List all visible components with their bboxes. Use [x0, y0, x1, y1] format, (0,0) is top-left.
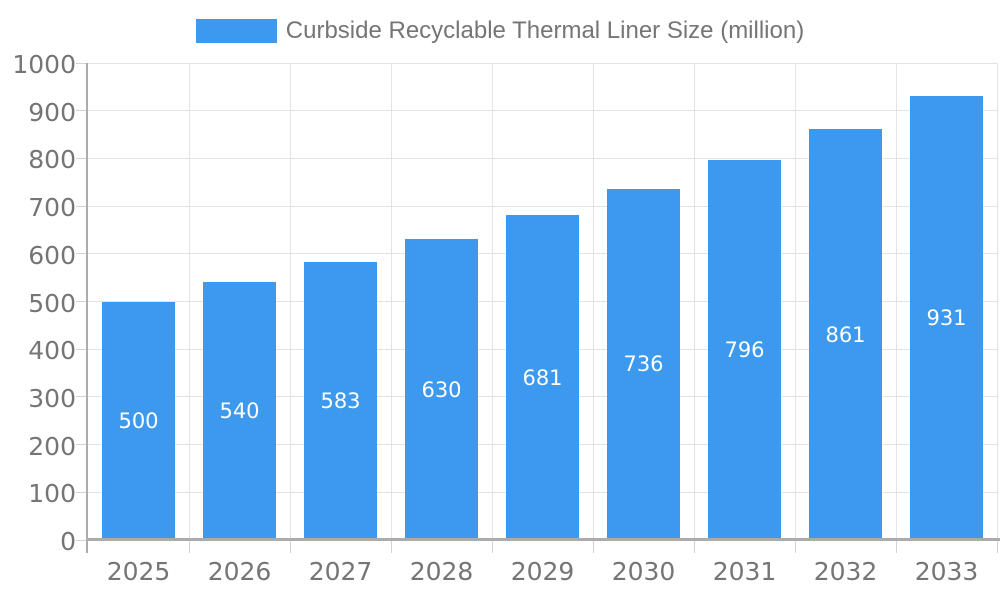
y-axis-label: 800 [28, 145, 76, 175]
v-gridline [491, 63, 493, 540]
bar-2026[interactable] [203, 282, 276, 540]
x-tick [390, 540, 392, 553]
h-gridline [88, 62, 997, 64]
x-axis-line [88, 538, 1000, 541]
x-tick [794, 540, 796, 553]
y-axis-label: 700 [28, 193, 76, 223]
bar-2031[interactable] [708, 160, 781, 540]
bar-2027[interactable] [304, 261, 377, 540]
bar-2028[interactable] [405, 239, 478, 540]
bar-value-label: 540 [219, 399, 260, 424]
y-tick [76, 253, 88, 255]
y-tick [76, 491, 88, 493]
bar-value-label: 681 [522, 365, 563, 390]
v-gridline [895, 63, 897, 540]
bar-value-label: 630 [421, 377, 462, 402]
y-tick [76, 205, 88, 207]
bar-value-label: 500 [118, 408, 159, 433]
v-gridline [794, 63, 796, 540]
y-tick [76, 301, 88, 302]
x-axis-label: 2033 [914, 557, 979, 586]
y-axis-label: 300 [28, 383, 76, 413]
v-gridline [289, 63, 291, 540]
bar-value-label: 736 [623, 352, 664, 377]
bar-value-label: 861 [825, 322, 866, 347]
bar-value-label: 931 [926, 305, 967, 330]
x-axis-label: 2029 [510, 557, 575, 586]
x-tick [592, 540, 594, 553]
x-axis-label: 2028 [409, 557, 474, 586]
y-axis-label: 600 [28, 240, 76, 270]
y-axis-label: 100 [28, 479, 76, 509]
x-tick [491, 540, 493, 553]
y-tick [76, 444, 88, 446]
legend-swatch [195, 19, 277, 43]
y-axis-line [86, 63, 88, 553]
h-gridline [88, 110, 997, 112]
x-tick [289, 540, 291, 553]
legend: Curbside Recyclable Thermal Liner Size (… [0, 17, 1000, 44]
x-tick [996, 540, 998, 553]
y-axis-label: 0 [60, 527, 76, 556]
x-axis-label: 2025 [106, 557, 171, 586]
y-tick [76, 348, 88, 350]
bar-2029[interactable] [506, 215, 579, 540]
x-tick [895, 540, 897, 553]
y-tick [76, 110, 88, 112]
bar-2030[interactable] [607, 188, 680, 540]
bar-2032[interactable] [809, 129, 882, 540]
y-tick [76, 539, 88, 541]
x-axis-label: 2032 [813, 557, 878, 586]
y-axis-label: 500 [28, 288, 76, 318]
x-tick [693, 540, 695, 553]
y-axis-label: 1000 [12, 50, 76, 79]
legend-title: Curbside Recyclable Thermal Liner Size (… [285, 17, 805, 44]
y-tick [76, 396, 88, 398]
y-tick [76, 62, 88, 64]
bar-2025[interactable] [102, 301, 175, 540]
y-tick [76, 157, 88, 159]
h-gridline [88, 205, 997, 207]
y-axis-label: 900 [28, 97, 76, 127]
bar-value-label: 796 [724, 338, 765, 363]
h-gridline [88, 157, 997, 159]
x-tick [188, 540, 190, 553]
x-axis-label: 2031 [712, 557, 777, 586]
x-axis-label: 2026 [207, 557, 272, 586]
bar-2033[interactable] [910, 95, 983, 540]
x-axis-label: 2030 [611, 557, 676, 586]
v-gridline [390, 63, 392, 540]
x-axis-label: 2027 [308, 557, 373, 586]
v-gridline [592, 63, 594, 540]
v-gridline [188, 63, 190, 540]
v-gridline [996, 63, 998, 540]
v-gridline [693, 63, 695, 540]
y-axis-label: 200 [28, 431, 76, 461]
bar-value-label: 583 [320, 388, 361, 413]
y-axis-label: 400 [28, 336, 76, 366]
